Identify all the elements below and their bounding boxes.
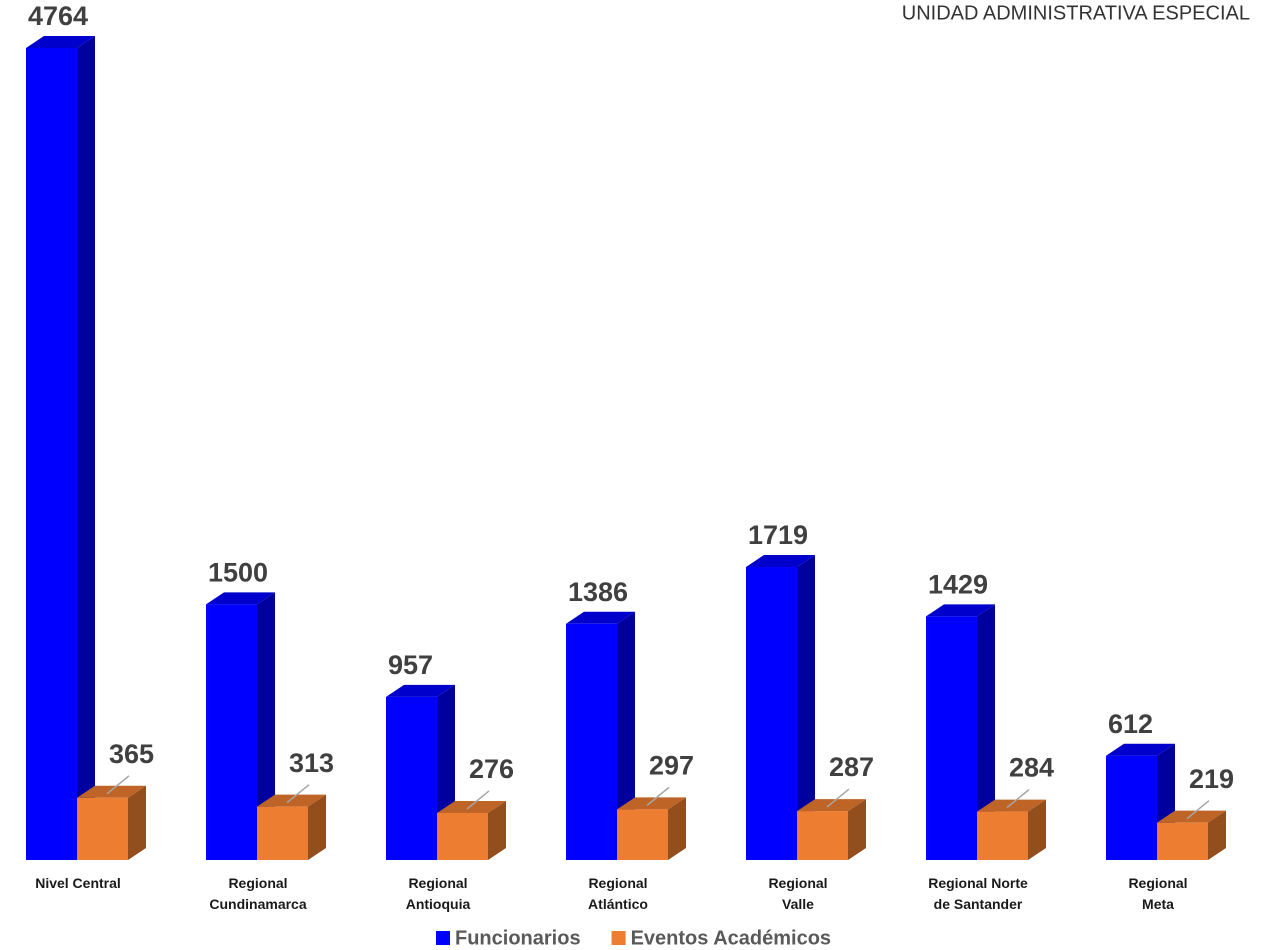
bar	[617, 809, 668, 860]
bar	[977, 811, 1028, 860]
bar	[77, 797, 128, 860]
bar-top	[746, 555, 815, 568]
bar-top	[257, 794, 326, 807]
bar-side	[257, 592, 275, 860]
bar-side	[617, 611, 635, 860]
value-label: 1500	[208, 557, 268, 587]
bar-top	[797, 799, 866, 812]
x-tick-label: Regional Valle	[768, 875, 827, 912]
leader-line	[826, 788, 850, 808]
bar	[26, 48, 77, 860]
leader-line	[1186, 800, 1210, 820]
bar	[206, 604, 257, 860]
x-tick-label: Regional Norte de Santander	[928, 875, 1028, 912]
legend-swatch	[611, 931, 626, 945]
bar-side	[77, 36, 95, 860]
bar	[386, 696, 437, 860]
bar	[437, 812, 488, 860]
bar-side	[1028, 799, 1046, 860]
bar-side	[128, 785, 146, 860]
bar	[746, 567, 797, 860]
legend-label: Eventos Académicos	[631, 927, 831, 949]
x-tick-label: Regional Antioquia	[406, 875, 471, 912]
leader-line	[1006, 789, 1030, 809]
value-label: 313	[289, 748, 334, 778]
x-tick-label: Regional Atlántico	[588, 875, 648, 912]
x-tick-label: Regional Cundinamarca	[209, 875, 306, 912]
value-label: 1386	[568, 577, 628, 607]
bar-top	[206, 592, 275, 605]
bar-side	[308, 794, 326, 860]
x-tick-label: Nivel Central	[35, 875, 121, 891]
leader-line	[646, 786, 670, 806]
bar-top	[26, 36, 95, 48]
value-label: 284	[1009, 753, 1054, 783]
value-label: 276	[469, 754, 514, 784]
value-label: 1719	[748, 520, 808, 550]
bar	[257, 806, 308, 860]
bar-top	[977, 799, 1046, 812]
leader-line	[286, 784, 310, 804]
x-tick-label: Regional Meta	[1128, 875, 1187, 912]
bar	[1157, 822, 1208, 860]
leader-line	[106, 775, 130, 795]
bar-side	[977, 604, 995, 860]
bar-top	[566, 611, 635, 624]
legend-swatch	[436, 931, 450, 945]
bar-side	[1208, 810, 1226, 860]
value-label: 365	[109, 739, 154, 769]
value-label: 1429	[928, 570, 988, 600]
bar	[566, 623, 617, 860]
value-label: 4764	[28, 1, 88, 31]
value-label: 957	[388, 650, 433, 680]
bar-top	[77, 785, 146, 798]
bar-side	[848, 799, 866, 860]
bar	[797, 811, 848, 860]
bar-side	[797, 555, 815, 860]
bar-top	[926, 604, 995, 617]
bar-top	[386, 684, 455, 697]
legend-label: Funcionarios	[455, 927, 581, 949]
leader-line	[466, 790, 490, 810]
bar-top	[617, 797, 686, 810]
header: UNIDAD ADMINISTRATIVA ESPECIAL	[902, 2, 1250, 24]
value-label: 297	[649, 751, 694, 781]
bar	[926, 616, 977, 860]
bar-top	[437, 800, 506, 813]
bar-side	[668, 797, 686, 860]
bar-side	[488, 800, 506, 860]
value-label: 612	[1108, 709, 1153, 739]
value-label: 219	[1189, 764, 1234, 794]
value-label: 287	[829, 752, 874, 782]
bar-top	[1106, 743, 1175, 756]
bar	[1106, 755, 1157, 860]
bar-top	[1157, 810, 1226, 823]
